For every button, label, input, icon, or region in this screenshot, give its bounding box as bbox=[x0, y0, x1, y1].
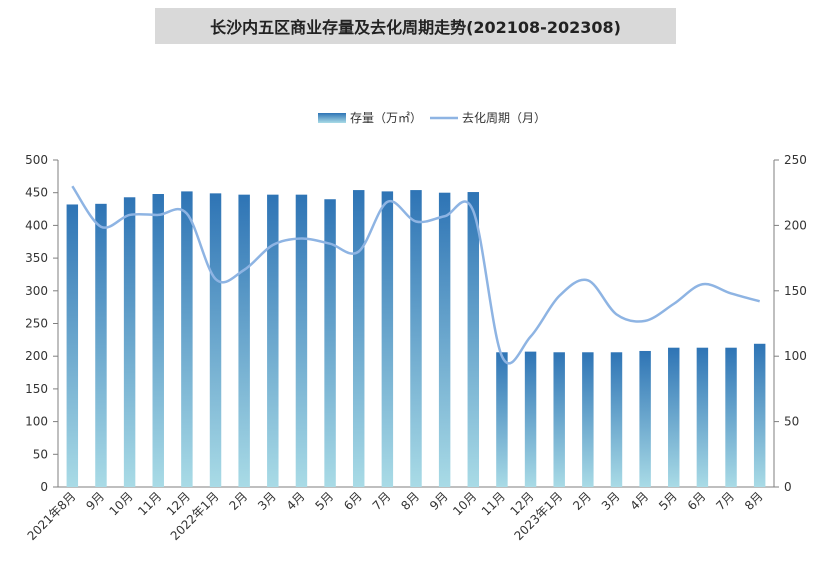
y-right-tick-label: 250 bbox=[784, 153, 807, 167]
y-left-tick-label: 50 bbox=[33, 447, 48, 461]
y-left-tick-label: 450 bbox=[25, 186, 48, 200]
bar bbox=[582, 352, 594, 487]
bar bbox=[610, 352, 623, 487]
y-left-tick-label: 250 bbox=[25, 317, 48, 331]
bar bbox=[496, 352, 508, 487]
x-tick-label: 4月 bbox=[627, 489, 651, 513]
x-tick-label: 2月 bbox=[226, 489, 250, 513]
x-tick-label: 10月 bbox=[107, 489, 136, 518]
y-left-tick-label: 100 bbox=[25, 415, 48, 429]
bar bbox=[181, 191, 193, 487]
bar bbox=[66, 204, 79, 488]
bar bbox=[209, 193, 222, 487]
legend-swatch-bar bbox=[318, 113, 346, 123]
bar bbox=[410, 190, 422, 488]
bar bbox=[352, 190, 365, 488]
x-tick-label: 9月 bbox=[427, 489, 451, 513]
bar bbox=[753, 343, 766, 487]
y-left-tick-label: 350 bbox=[25, 251, 48, 265]
bar bbox=[553, 352, 565, 487]
x-tick-label: 10月 bbox=[450, 489, 479, 518]
title-box: 长沙内五区商业存量及去化周期走势(202108-202308) bbox=[155, 8, 676, 44]
x-tick-label: 11月 bbox=[479, 489, 508, 518]
y-left-tick-label: 150 bbox=[25, 382, 48, 396]
bar bbox=[381, 191, 394, 487]
bar bbox=[95, 203, 107, 487]
x-tick-label: 2月 bbox=[570, 489, 594, 513]
bar bbox=[696, 347, 709, 487]
bar bbox=[668, 347, 680, 487]
y-left-tick-label: 500 bbox=[25, 153, 48, 167]
x-tick-label: 7月 bbox=[713, 489, 737, 513]
y-left-tick-label: 0 bbox=[40, 480, 48, 494]
x-tick-label: 3月 bbox=[599, 489, 623, 513]
bar bbox=[524, 351, 537, 487]
bar bbox=[324, 199, 336, 488]
y-left-tick-label: 300 bbox=[25, 284, 48, 298]
x-tick-label: 11月 bbox=[135, 489, 164, 518]
legend-label-line: 去化周期（月） bbox=[462, 111, 546, 125]
y-right-tick-label: 100 bbox=[784, 349, 807, 363]
series-line-turnover-period bbox=[71, 185, 761, 365]
x-tick-label: 5月 bbox=[656, 489, 680, 513]
bar bbox=[267, 194, 279, 488]
x-tick-label: 6月 bbox=[341, 489, 365, 513]
x-tick-label: 8月 bbox=[398, 489, 422, 513]
x-tick-label: 4月 bbox=[284, 489, 308, 513]
x-tick-label: 8月 bbox=[742, 489, 766, 513]
bar bbox=[639, 350, 651, 487]
y-right-tick-label: 0 bbox=[784, 480, 792, 494]
x-tick-label: 9月 bbox=[83, 489, 107, 513]
chart-title: 长沙内五区商业存量及去化周期走势(202108-202308) bbox=[210, 18, 621, 37]
y-left-tick-label: 200 bbox=[25, 349, 48, 363]
y-right-tick-label: 150 bbox=[784, 284, 807, 298]
bar bbox=[725, 347, 737, 487]
bar bbox=[123, 197, 136, 487]
x-tick-label: 2021年8月 bbox=[25, 489, 79, 543]
legend-label-bar: 存量（万㎡） bbox=[350, 111, 422, 125]
bar bbox=[152, 194, 164, 487]
x-tick-label: 7月 bbox=[370, 489, 394, 513]
y-right-tick-label: 200 bbox=[784, 218, 807, 232]
x-tick-label: 3月 bbox=[255, 489, 279, 513]
bar bbox=[295, 194, 308, 488]
y-right-tick-label: 50 bbox=[784, 415, 799, 429]
bar bbox=[238, 194, 250, 488]
x-tick-label: 6月 bbox=[685, 489, 709, 513]
x-tick-label: 5月 bbox=[312, 489, 336, 513]
bar bbox=[438, 192, 451, 487]
y-left-tick-label: 400 bbox=[25, 218, 48, 232]
bar bbox=[467, 192, 480, 487]
